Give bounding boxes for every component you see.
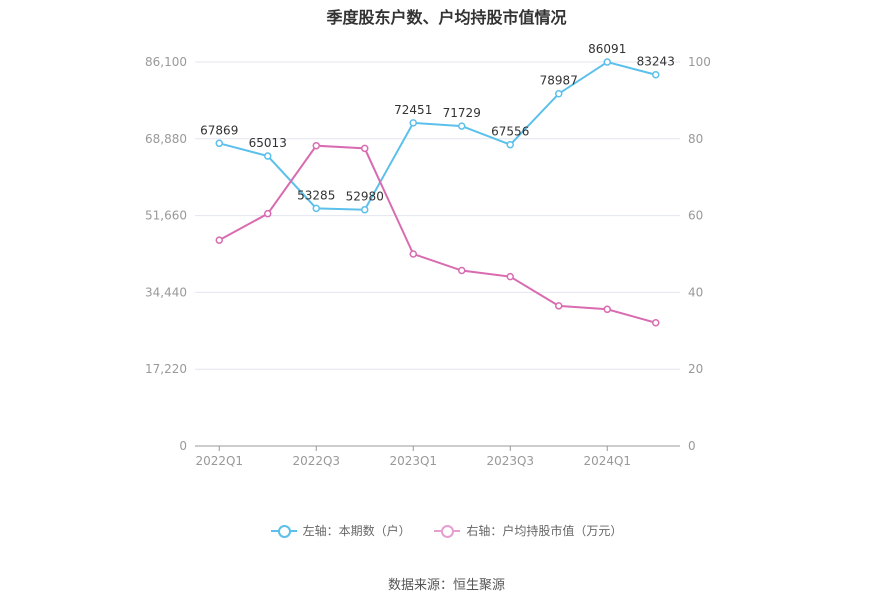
right-axis-tick-label: 60 <box>688 209 703 223</box>
data-label: 65013 <box>249 136 287 150</box>
data-label: 71729 <box>443 106 481 120</box>
legend-right-marker-icon <box>434 524 461 538</box>
series-line-right <box>218 144 657 324</box>
left-axis-tick-label: 86,100 <box>145 55 187 69</box>
data-point-left <box>409 119 417 127</box>
left-axis-tick-label: 0 <box>179 439 187 453</box>
data-label: 67556 <box>491 125 529 139</box>
data-label: 52980 <box>346 190 384 204</box>
data-point-left <box>555 89 563 98</box>
data-point-left <box>264 152 272 160</box>
data-point-right <box>652 318 660 327</box>
axes: 0 17,220 34,440 51,660 68,880 86,100 0 20 40 60 80… <box>145 55 711 468</box>
data-point-right <box>555 302 563 310</box>
left-axis-tick-label: 51,660 <box>145 209 187 223</box>
x-axis-tick-label: 2022Q1 <box>195 454 243 468</box>
data-point-right <box>409 250 417 258</box>
right-axis-tick-label: 0 <box>688 439 696 453</box>
x-axis-tick-label: 2023Q3 <box>486 454 534 468</box>
data-label: 72451 <box>394 103 432 117</box>
data-point-right <box>215 236 223 244</box>
data-label: 83243 <box>637 55 675 69</box>
legend-item-left[interactable]: 左轴：本期数（户） <box>270 522 411 539</box>
x-axis-tick-label: 2022Q3 <box>292 454 340 468</box>
data-point-left <box>361 205 369 214</box>
legend-left-label: 左轴：本期数（户） <box>302 524 411 538</box>
data-point-left <box>652 70 660 79</box>
legend: 左轴：本期数（户） 右轴：户均持股市值（万元） <box>0 522 893 541</box>
data-label: 67869 <box>200 123 238 137</box>
series-line-left <box>218 60 657 211</box>
x-axis-tick-label: 2024Q1 <box>583 454 631 468</box>
source-note: 数据来源：恒生聚源 <box>387 578 505 593</box>
data-point-right <box>458 266 466 275</box>
legend-right-label: 右轴：户均持股市值（万元） <box>466 524 623 538</box>
data-point-left <box>458 122 466 130</box>
data-point-right <box>603 305 611 314</box>
data-point-right <box>264 209 272 218</box>
data-point-left <box>603 58 611 66</box>
data-labels: 67869 65013 53285 52980 72451 71729 67556 78987… <box>200 42 675 204</box>
data-point-left <box>506 140 514 149</box>
right-axis-tick-label: 40 <box>688 285 703 299</box>
left-axis-tick-label: 34,440 <box>145 285 187 299</box>
data-point-right <box>361 144 369 153</box>
right-axis-tick-label: 20 <box>688 362 703 376</box>
grid-lines <box>195 61 680 370</box>
data-label: 78987 <box>540 74 578 88</box>
data-label: 86091 <box>588 42 626 56</box>
right-axis-tick-label: 100 <box>688 55 711 69</box>
series-lines <box>215 58 660 327</box>
data-point-right <box>312 141 320 150</box>
right-axis-tick-label: 80 <box>688 132 703 146</box>
chart-title: 季度股东户数、户均持股市值情况 <box>326 8 567 27</box>
data-label: 53285 <box>297 188 335 202</box>
legend-left-marker-icon <box>270 524 297 538</box>
data-point-right <box>506 272 514 281</box>
left-axis-tick-label: 17,220 <box>145 362 187 376</box>
x-axis-tick-label: 2023Q1 <box>389 454 437 468</box>
data-point-left <box>312 204 320 213</box>
legend-item-right[interactable]: 右轴：户均持股市值（万元） <box>434 522 622 539</box>
data-point-left <box>215 139 223 148</box>
left-axis-tick-label: 68,880 <box>145 132 187 146</box>
